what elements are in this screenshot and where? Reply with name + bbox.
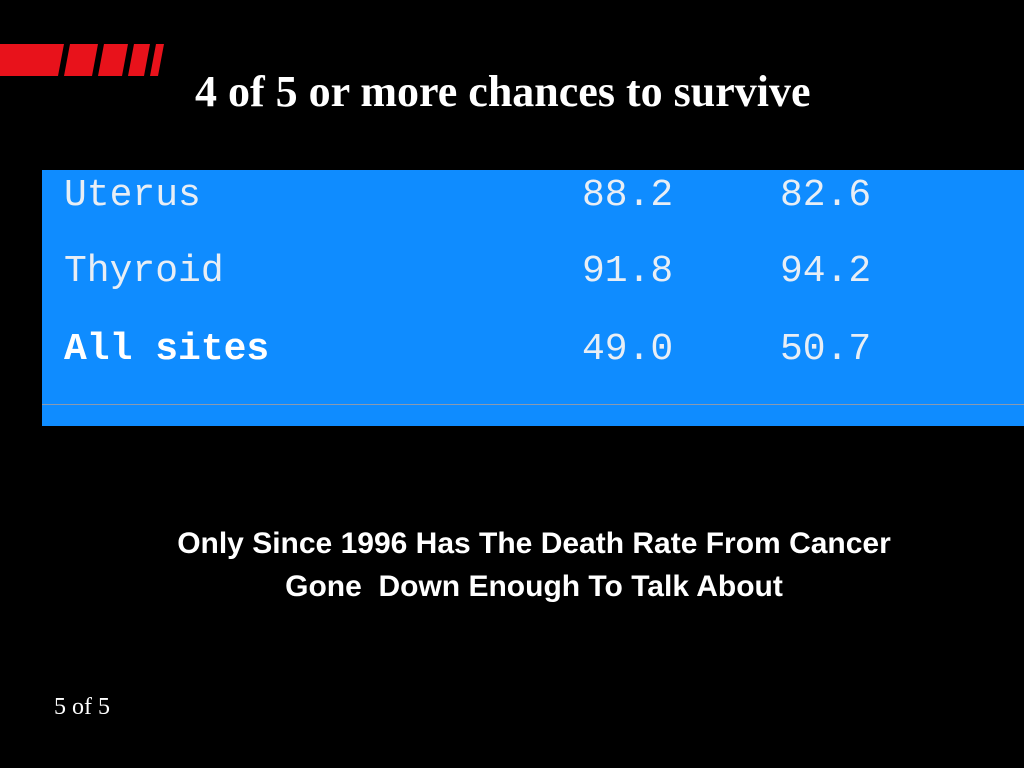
table-rule <box>42 404 1024 405</box>
table-cell: 82.6 <box>780 174 872 217</box>
logo-stripes <box>0 44 164 76</box>
table-cell: All sites <box>64 328 270 371</box>
caption: Only Since 1996 Has The Death Rate From … <box>0 522 1024 608</box>
page-number: 5 of 5 <box>54 694 110 720</box>
slide-title: 4 of 5 or more chances to survive <box>195 67 811 116</box>
table-cell: 49.0 <box>582 328 674 371</box>
table-cell: Uterus <box>64 174 201 217</box>
caption-line: Only Since 1996 Has The Death Rate From … <box>177 527 891 560</box>
table-cell: Thyroid <box>64 250 224 293</box>
table-cell: 94.2 <box>780 250 872 293</box>
caption-line: Gone Down Enough To Talk About <box>285 570 783 603</box>
table-cell: 91.8 <box>582 250 674 293</box>
table-cell: 88.2 <box>582 174 674 217</box>
table-panel: Uterus 88.2 82.6 Thyroid 91.8 94.2 All s… <box>42 170 1024 426</box>
table-cell: 50.7 <box>780 328 872 371</box>
